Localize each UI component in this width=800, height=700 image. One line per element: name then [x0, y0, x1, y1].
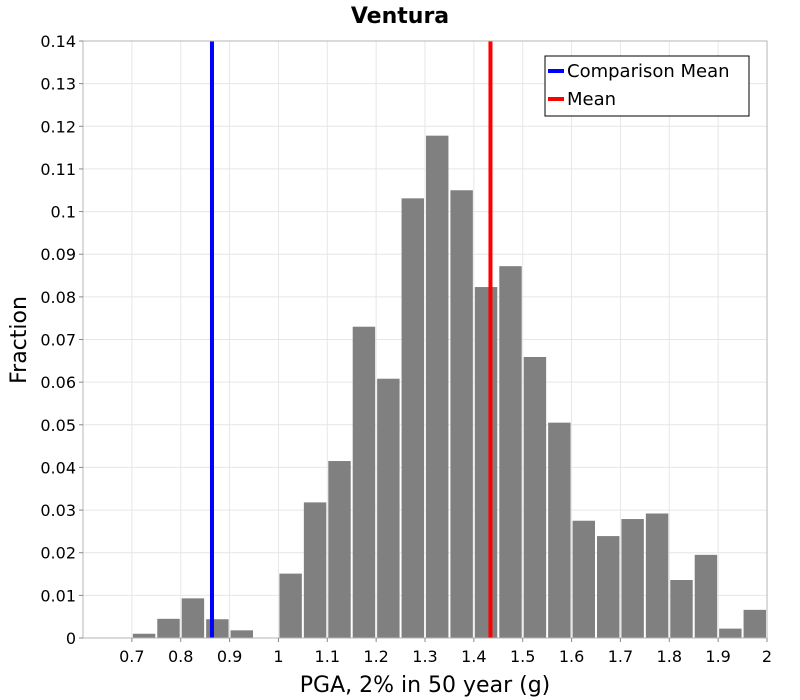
- histogram-bar: [719, 628, 742, 638]
- x-tick-label: 1.1: [315, 647, 340, 666]
- histogram-bar: [572, 520, 595, 638]
- x-axis-label: PGA, 2% in 50 year (g): [300, 673, 551, 698]
- y-tick-label: 0.03: [40, 501, 76, 520]
- y-tick-label: 0.09: [40, 245, 76, 264]
- x-tick-label: 1.7: [608, 647, 633, 666]
- y-tick-label: 0.14: [40, 32, 76, 51]
- histogram-bar: [450, 190, 473, 638]
- histogram-bar: [548, 422, 571, 638]
- reference-lines: [209, 41, 493, 638]
- y-tick-label: 0.12: [40, 117, 76, 136]
- y-tick-label: 0.11: [40, 160, 76, 179]
- y-tick-label: 0.07: [40, 331, 76, 350]
- y-tick-label: 0: [66, 629, 76, 648]
- histogram-bar: [426, 135, 449, 638]
- histogram-bar: [279, 573, 302, 638]
- x-axis-ticks: 0.7 0.8 0.9 1 1.1 1.2 1.3 1.4 1.5 1.6 1.7 1.8 1.9 2: [119, 638, 772, 666]
- histogram-bar: [645, 513, 669, 638]
- x-tick-label: 1.2: [363, 647, 388, 666]
- histogram-bar: [303, 502, 327, 638]
- histogram-bar: [352, 326, 376, 638]
- histogram-bar: [523, 356, 547, 638]
- x-tick-label: 2: [762, 647, 772, 666]
- histogram-bar: [499, 266, 522, 638]
- y-tick-label: 0.04: [40, 458, 76, 477]
- x-tick-label: 1.6: [559, 647, 584, 666]
- histogram-bar: [694, 554, 718, 638]
- histogram-bar: [474, 287, 498, 638]
- histogram-bar: [132, 633, 156, 638]
- histogram-bar: [670, 580, 693, 638]
- x-tick-label: 1.9: [705, 647, 730, 666]
- x-tick-label: 0.7: [119, 647, 144, 666]
- y-tick-label: 0.01: [40, 586, 76, 605]
- x-tick-label: 1.5: [510, 647, 535, 666]
- y-tick-label: 0.08: [40, 288, 76, 307]
- histogram-bar: [230, 630, 253, 638]
- histogram-bar: [743, 609, 766, 638]
- legend: Comparison Mean Mean: [544, 55, 750, 117]
- y-axis-ticks: 0 0.01 0.02 0.03 0.04 0.05 0.06 0.07 0.08 0.09 0.1…: [40, 32, 83, 648]
- histogram-bar: [621, 519, 644, 638]
- x-tick-label: 1.3: [412, 647, 437, 666]
- chart-title: Ventura: [351, 4, 449, 29]
- histogram-bar: [181, 598, 205, 638]
- y-tick-label: 0.05: [40, 416, 76, 435]
- y-axis-label: Fraction: [7, 296, 32, 384]
- histogram-bar: [206, 619, 229, 638]
- x-tick-label: 1.8: [657, 647, 682, 666]
- histogram-bars: [132, 135, 766, 638]
- y-tick-label: 0.1: [51, 203, 76, 222]
- histogram-bar: [157, 618, 180, 638]
- y-tick-label: 0.06: [40, 373, 76, 392]
- x-tick-label: 1: [273, 647, 283, 666]
- histogram-bar: [401, 198, 424, 638]
- y-tick-label: 0.02: [40, 544, 76, 563]
- legend-label: Comparison Mean: [567, 61, 730, 82]
- x-tick-label: 1.4: [461, 647, 486, 666]
- histogram-bar: [328, 461, 351, 638]
- legend-box: [544, 55, 750, 117]
- x-tick-label: 0.9: [217, 647, 242, 666]
- histogram-bar: [597, 536, 620, 638]
- x-tick-label: 0.8: [168, 647, 193, 666]
- legend-label: Mean: [567, 89, 616, 110]
- y-tick-label: 0.13: [40, 75, 76, 94]
- histogram-bar: [377, 378, 400, 638]
